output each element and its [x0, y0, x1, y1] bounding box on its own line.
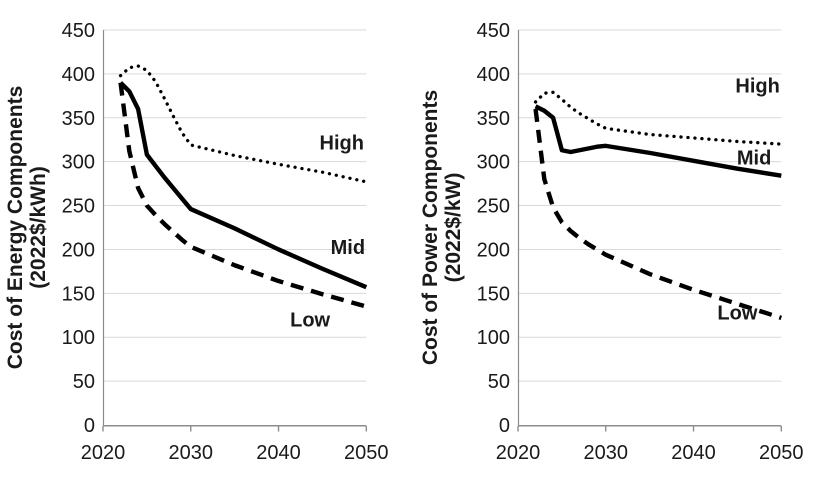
- power-components-line-chart: 2020 2030 2040 2050 0 50 100 150 200 250 300 350 400…: [419, 20, 804, 464]
- y-tick-label-250: 250: [477, 196, 510, 218]
- y-axis-title-line1: Cost of Energy Components: [4, 86, 27, 370]
- series-line-low: [118, 82, 367, 309]
- y-tick-label-450: 450: [477, 20, 510, 42]
- series-line-mid: [118, 81, 368, 290]
- y-tick-label-150: 150: [477, 283, 510, 305]
- y-tick-label-200: 200: [62, 239, 95, 261]
- series-label-high: High: [735, 75, 779, 97]
- series-label-mid: Mid: [331, 237, 365, 259]
- x-tick-label-2030: 2030: [169, 442, 214, 464]
- y-tick-label-400: 400: [477, 64, 510, 86]
- x-tick-label-2020: 2020: [496, 442, 541, 464]
- y-tick-label-300: 300: [477, 152, 510, 174]
- y-tick-label-50: 50: [488, 371, 510, 393]
- y-tick-label-0: 0: [84, 415, 95, 437]
- series-label-low: Low: [717, 303, 757, 325]
- series-line-mid: [534, 104, 782, 178]
- y-axis-title-line2: (2022$/kWh): [27, 166, 50, 289]
- y-axis-title-line1: Cost of Power Components: [419, 90, 442, 365]
- y-tick-label-300: 300: [62, 152, 95, 174]
- series-line-high: [533, 90, 783, 146]
- y-tick-label-350: 350: [62, 108, 95, 130]
- y-tick-label-350: 350: [477, 108, 510, 130]
- y-tick-label-100: 100: [62, 327, 95, 349]
- energy-components-line-chart: 2020 2030 2040 2050 0 50 100 150 200 250 300 350 400…: [4, 20, 389, 464]
- x-tick-label-2030: 2030: [584, 442, 629, 464]
- y-tick-label-100: 100: [477, 327, 510, 349]
- series-label-low: Low: [290, 310, 330, 332]
- y-tick-label-150: 150: [62, 283, 95, 305]
- energy-components-chart-panel: 2020 2030 2040 2050 0 50 100 150 200 250 300 350 400…: [0, 0, 415, 487]
- series-line-low: [533, 108, 782, 321]
- y-axis-title-line2: (2022$/kW): [442, 173, 465, 283]
- y-tick-label-200: 200: [477, 239, 510, 261]
- y-tick-label-400: 400: [62, 64, 95, 86]
- y-tick-label-450: 450: [62, 20, 95, 42]
- y-tick-label-50: 50: [73, 371, 95, 393]
- power-components-chart-panel: 2020 2030 2040 2050 0 50 100 150 200 250 300 350 400…: [415, 0, 831, 487]
- x-tick-label-2040: 2040: [256, 442, 301, 464]
- y-tick-label-0: 0: [499, 415, 510, 437]
- x-tick-label-2050: 2050: [344, 442, 389, 464]
- y-tick-label-250: 250: [62, 196, 95, 218]
- x-tick-label-2050: 2050: [759, 442, 804, 464]
- series-label-high: High: [320, 132, 364, 154]
- x-tick-label-2020: 2020: [81, 442, 126, 464]
- x-tick-label-2040: 2040: [671, 442, 716, 464]
- series-line-high: [118, 64, 368, 184]
- series-label-mid: Mid: [737, 147, 771, 169]
